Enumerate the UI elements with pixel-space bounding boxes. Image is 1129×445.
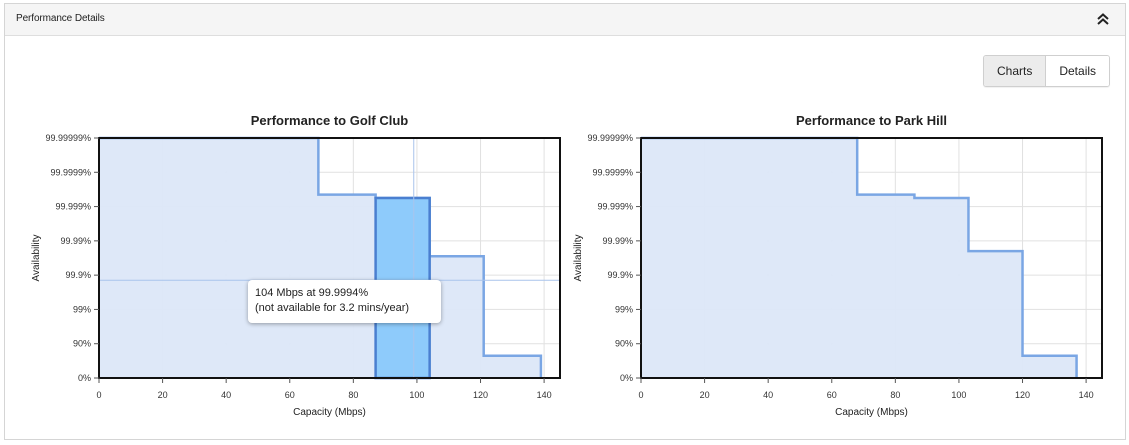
plot-frame [98,137,561,379]
golf-club-chart: Performance to Golf Club 0% 90% 99% 99.9% 99.… [31,113,561,418]
x-tick-label: 40 [221,390,231,400]
plot-frame [640,137,1103,379]
availability-area [641,138,1077,378]
availability-line [641,136,1078,378]
y-tick-label: 99% [73,304,91,314]
x-tick-label: 20 [158,390,168,400]
y-axis-label: Availability [31,234,42,281]
chart-title: Performance to Golf Club [251,113,409,128]
tooltip-line-2: (not available for 3.2 mins/year) [255,302,410,314]
x-axis-label: Capacity (Mbps) [293,407,366,418]
y-tick-label: 99% [615,304,633,314]
x-tick-label: 0 [96,390,101,400]
y-tick-label: 99.9999% [50,167,91,177]
y-tick-label: 90% [615,339,633,349]
x-tick-label: 60 [285,390,295,400]
x-tick-label: 60 [827,390,837,400]
chart-tooltip: 104 Mbps at 99.9994% (not available for … [248,280,441,323]
y-tick-label: 99.99% [60,236,91,246]
x-tick-label: 40 [763,390,773,400]
chart-title: Performance to Park Hill [796,113,947,128]
y-tick-label: 99.999% [597,202,633,212]
x-tick-label: 20 [700,390,710,400]
x-tick-label: 100 [409,390,424,400]
y-tick-label: 99.99% [602,236,633,246]
double-chevron-up-icon [1097,13,1109,25]
panel-header: Performance Details [5,4,1125,36]
availability-area [99,138,541,378]
x-tick-label: 80 [890,390,900,400]
x-axis-label: Capacity (Mbps) [835,407,908,418]
x-tick-label: 120 [473,390,488,400]
y-tick-label: 0% [78,373,91,383]
collapse-button[interactable] [1095,11,1111,27]
details-button[interactable]: Details [1046,56,1110,86]
y-tick-label: 99.9% [607,270,633,280]
y-tick-label: 0% [620,373,633,383]
y-tick-label: 99.999% [55,202,91,212]
x-tick-label: 140 [1079,390,1094,400]
panel-title: Performance Details [16,13,105,24]
y-axis-label: Availability [573,234,584,281]
charts-button[interactable]: Charts [984,56,1047,86]
x-tick-label: 140 [537,390,552,400]
view-toggle: Charts Details [983,55,1111,87]
y-tick-label: 99.9999% [592,167,633,177]
y-tick-label: 90% [73,339,91,349]
x-tick-label: 80 [348,390,358,400]
y-tick-label: 99.9% [65,270,91,280]
x-tick-label: 0 [638,390,643,400]
y-tick-label: 99.99999% [587,133,633,143]
x-tick-label: 120 [1015,390,1030,400]
tooltip-line-1: 104 Mbps at 99.9994% [255,287,369,299]
park-hill-chart: Performance to Park Hill 0% 90% 99% 99.9% 99.… [573,113,1103,418]
x-tick-label: 100 [951,390,966,400]
y-tick-label: 99.99999% [45,133,91,143]
